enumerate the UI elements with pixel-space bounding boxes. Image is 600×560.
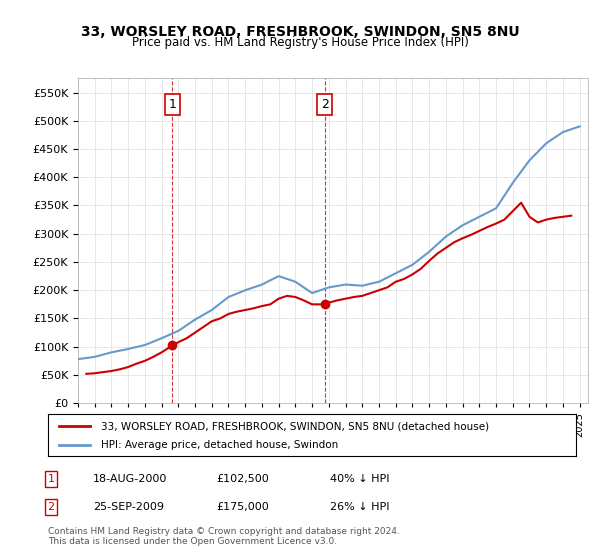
Text: Contains HM Land Registry data © Crown copyright and database right 2024.
This d: Contains HM Land Registry data © Crown c… [48, 526, 400, 546]
Text: HPI: Average price, detached house, Swindon: HPI: Average price, detached house, Swin… [101, 440, 338, 450]
Text: 33, WORSLEY ROAD, FRESHBROOK, SWINDON, SN5 8NU: 33, WORSLEY ROAD, FRESHBROOK, SWINDON, S… [80, 25, 520, 39]
Text: 2: 2 [321, 98, 329, 111]
Text: 2: 2 [47, 502, 55, 512]
Text: £175,000: £175,000 [216, 502, 269, 512]
Text: 18-AUG-2000: 18-AUG-2000 [93, 474, 167, 484]
Text: 1: 1 [169, 98, 176, 111]
Text: £102,500: £102,500 [216, 474, 269, 484]
Text: 33, WORSLEY ROAD, FRESHBROOK, SWINDON, SN5 8NU (detached house): 33, WORSLEY ROAD, FRESHBROOK, SWINDON, S… [101, 421, 489, 431]
Text: 26% ↓ HPI: 26% ↓ HPI [330, 502, 389, 512]
Text: Price paid vs. HM Land Registry's House Price Index (HPI): Price paid vs. HM Land Registry's House … [131, 36, 469, 49]
Text: 40% ↓ HPI: 40% ↓ HPI [330, 474, 389, 484]
Text: 1: 1 [47, 474, 55, 484]
Text: 25-SEP-2009: 25-SEP-2009 [93, 502, 164, 512]
